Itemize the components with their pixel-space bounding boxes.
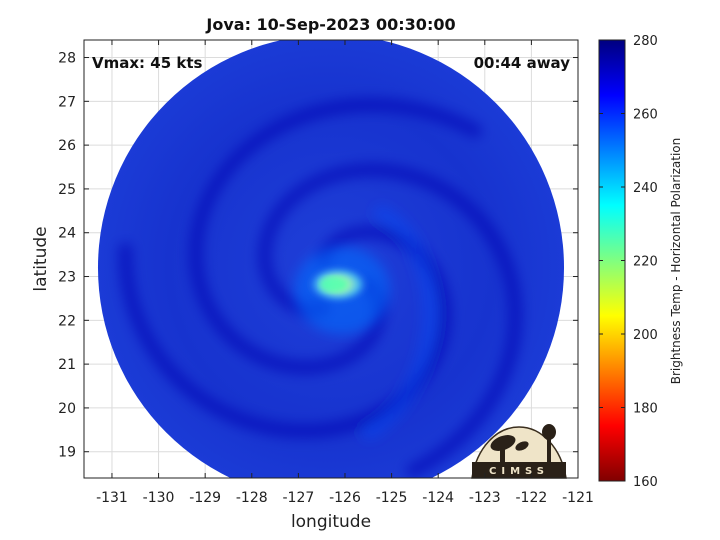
x-tick-label: -125	[376, 490, 408, 506]
logo-dish-icon	[490, 435, 516, 451]
time-away-annotation: 00:44 away	[474, 54, 571, 72]
x-tick-label: -124	[422, 490, 454, 506]
heatmap-layer	[98, 40, 564, 478]
spiral-band	[118, 224, 453, 439]
colorbar	[598, 39, 626, 482]
y-tick-label: 28	[58, 51, 76, 67]
chart-title: Jova: 10-Sep-2023 00:30:00	[205, 15, 455, 34]
y-tick-label: 19	[58, 445, 76, 461]
y-tick-label: 25	[58, 182, 76, 198]
rain-band	[361, 205, 439, 441]
logo-text: CIMSS	[489, 466, 549, 477]
x-tick-label: -122	[516, 490, 548, 506]
warm-core	[293, 246, 390, 335]
logo-band	[472, 462, 566, 478]
x-axis-label: longitude	[291, 512, 371, 532]
logo-tower-icon	[547, 436, 551, 462]
x-tick-label: -123	[469, 490, 501, 506]
cold-bands	[118, 97, 523, 478]
plot-frame	[83, 39, 579, 479]
x-tick-label: -131	[96, 490, 128, 506]
colorbar-ticks: 160 180 200 220 240 260 280	[599, 34, 658, 490]
colorbar-tick-label: 240	[633, 181, 658, 196]
y-tick-label: 23	[58, 270, 76, 286]
y-tick-label: 22	[58, 313, 76, 329]
y-tick-label: 24	[58, 226, 76, 242]
y-axis-label: latitude	[31, 226, 51, 291]
x-axis-ticks: -131 -130 -129 -128 -127 -126 -125 -124 -123 -122…	[96, 40, 594, 506]
x-tick-label: -128	[236, 490, 268, 506]
colorbar-tick-label: 200	[633, 328, 658, 343]
logo-tank-icon	[542, 424, 556, 440]
logo-dish2-icon	[515, 441, 529, 451]
core-center	[319, 276, 348, 293]
colorbar-tick-label: 280	[633, 34, 658, 49]
cimss-logo: CIMSS	[471, 424, 567, 479]
y-tick-label: 21	[58, 357, 76, 373]
x-tick-label: -130	[143, 490, 175, 506]
colorbar-tick-label: 220	[633, 255, 658, 270]
colorbar-label: Brightness Temp - Horizontal Polarizatio…	[669, 138, 683, 385]
y-axis-ticks: 19 20 21 22 23 24 25 26 27 28	[58, 51, 578, 461]
colorbar-tick-label: 260	[633, 108, 658, 123]
vmax-annotation: Vmax: 45 kts	[92, 54, 202, 72]
colorbar-tick-label: 160	[633, 475, 658, 490]
x-tick-label: -127	[282, 490, 314, 506]
spiral-band	[257, 162, 523, 478]
x-tick-label: -129	[189, 490, 221, 506]
y-tick-label: 26	[58, 138, 76, 154]
y-tick-label: 27	[58, 94, 76, 110]
y-tick-label: 20	[58, 401, 76, 417]
logo-dish-stand	[500, 446, 505, 462]
colorbar-tick-label: 180	[633, 402, 658, 417]
x-tick-label: -126	[329, 490, 361, 506]
x-tick-label: -121	[562, 490, 594, 506]
spiral-band	[188, 97, 483, 375]
